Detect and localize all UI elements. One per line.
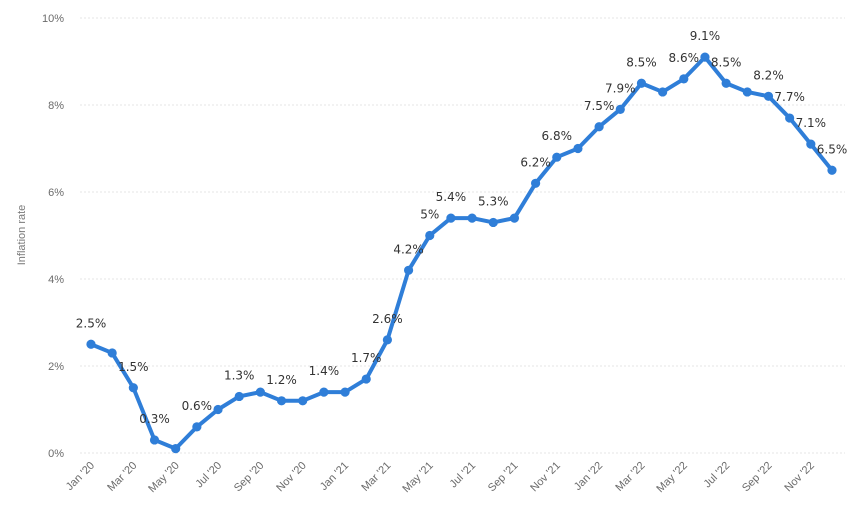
data-point [531,178,541,188]
data-label: 8.6% [669,51,700,65]
data-label: 0.6% [182,399,213,413]
data-point [171,444,181,454]
data-label: 8.5% [626,55,657,69]
data-point [128,383,138,393]
data-point [234,391,244,402]
data-label: 2.6% [372,312,403,326]
data-point [467,213,477,223]
x-tick-label: Nov '21 [528,460,563,495]
x-tick-label: May '21 [400,460,435,495]
data-label: 6.5% [817,142,848,156]
data-points [86,52,837,454]
data-point [827,165,837,175]
y-tick-label: 4% [48,274,64,286]
x-tick-label: Jul '20 [193,460,224,491]
data-point [658,87,668,97]
data-point [742,87,752,97]
data-point [636,78,647,88]
data-point [319,387,329,397]
data-label: 2.5% [76,316,107,330]
x-tick-label: Sep '21 [486,460,521,495]
x-tick-label: Nov '20 [274,460,309,495]
data-point [107,348,117,358]
data-point [700,52,710,62]
x-tick-label: May '20 [146,460,181,495]
data-label: 1.4% [309,364,340,378]
data-point [785,113,795,123]
x-tick-label: Jan '22 [572,460,605,493]
x-tick-label: Mar '20 [105,460,139,494]
data-label: 7.7% [774,90,805,104]
data-point [382,335,392,345]
data-label: 1.2% [266,373,297,387]
data-point [425,230,435,241]
data-point [721,78,731,88]
data-label: 7.9% [605,81,636,95]
data-point [679,74,689,84]
data-point [361,374,371,384]
x-tick-label: May '22 [654,460,689,495]
series-line [89,55,834,451]
y-tick-label: 10% [42,13,64,25]
data-label: 5.4% [436,190,467,204]
data-point [806,139,816,149]
data-point [615,104,625,114]
data-point [552,152,562,162]
data-label: 0.3% [139,412,170,426]
data-point [255,387,265,397]
data-label: 1.7% [351,351,382,365]
data-label: 6.8% [542,129,573,143]
data-point [86,339,96,349]
data-point [446,213,456,223]
data-point [488,217,498,228]
data-point [298,396,308,406]
data-label: 8.5% [711,55,742,69]
x-tick-label: Jan '20 [64,460,97,493]
x-tick-label: Jul '21 [447,460,478,491]
data-point [213,404,223,415]
data-point [763,91,774,101]
data-point [509,213,520,223]
y-axis-label: Inflation rate [16,205,28,266]
x-tick-label: Jan '21 [318,460,351,493]
x-tick-label: Sep '20 [232,460,267,495]
x-tick-label: Nov '22 [782,460,817,495]
x-axis-ticks: Jan '20 Mar '20 May '20 Jul '20 Sep '20 Nov '… [64,460,817,495]
data-label: 4.2% [393,242,424,256]
data-label: 6.2% [520,155,551,169]
y-tick-label: 2% [48,361,64,373]
data-point [192,422,202,432]
gridlines [80,17,845,454]
data-point [340,387,350,397]
y-tick-label: 0% [48,448,64,460]
data-label: 1.3% [224,368,255,382]
x-tick-label: Mar '21 [359,460,393,494]
data-point [573,143,583,154]
x-tick-label: Sep '22 [740,460,775,495]
data-point [149,435,160,445]
data-label: 9.1% [690,29,721,43]
data-label: 5% [420,208,439,222]
data-label: 5.3% [478,194,509,208]
y-axis-ticks: 0% 2% 4% 6% 8% 10% [42,13,64,460]
data-label: 7.1% [796,116,827,130]
y-tick-label: 8% [48,100,64,112]
x-tick-label: Mar '22 [613,460,647,494]
data-labels: 2.5% 1.5% 0.3% 0.6% 1.3% 1.2% 1.4% 1.7% 2.6% 4.2%… [76,29,848,426]
data-label: 8.2% [753,68,784,82]
data-point [594,122,604,132]
x-tick-label: Jul '22 [702,460,733,491]
data-label: 1.5% [118,360,149,374]
data-point [276,396,287,406]
y-tick-label: 6% [48,187,64,199]
data-label: 7.5% [584,99,615,113]
data-point [403,265,414,275]
